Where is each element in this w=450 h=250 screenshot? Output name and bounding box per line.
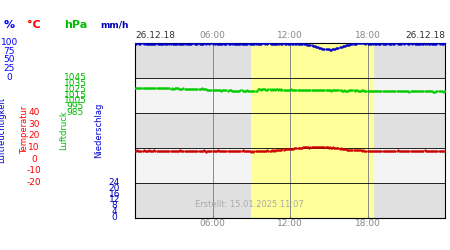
Text: 0: 0 [112, 213, 117, 222]
Text: Niederschlag: Niederschlag [94, 102, 104, 158]
Text: 0: 0 [31, 155, 37, 164]
Text: 1015: 1015 [64, 90, 87, 100]
Text: 06:00: 06:00 [199, 31, 225, 40]
Text: -10: -10 [27, 166, 41, 175]
Text: Luftdruck: Luftdruck [59, 110, 68, 150]
Text: 8: 8 [112, 201, 117, 210]
Text: 1025: 1025 [64, 85, 87, 94]
Text: 26.12.18: 26.12.18 [135, 31, 175, 40]
Text: -20: -20 [27, 178, 41, 187]
Bar [251, 42, 374, 218]
Text: Erstellt: 15.01.2025 11:07: Erstellt: 15.01.2025 11:07 [195, 200, 304, 209]
Text: Temperatur: Temperatur [20, 106, 29, 154]
Bar [135, 182, 445, 218]
Bar [135, 112, 445, 148]
Text: 100: 100 [0, 38, 18, 47]
Text: 25: 25 [4, 64, 15, 73]
Text: 1035: 1035 [64, 79, 87, 88]
Text: %: % [4, 20, 15, 30]
Text: Luftfeuchtigkeit: Luftfeuchtigkeit [0, 97, 6, 163]
Text: 50: 50 [3, 56, 15, 64]
Text: 12:00: 12:00 [277, 31, 303, 40]
Text: 10: 10 [28, 143, 40, 152]
Text: 995: 995 [67, 102, 84, 111]
Text: 40: 40 [28, 108, 40, 117]
Text: 0: 0 [6, 73, 12, 82]
Text: 75: 75 [3, 47, 15, 56]
Text: 1045: 1045 [64, 73, 87, 82]
Text: 20: 20 [109, 184, 120, 193]
Text: hPa: hPa [64, 20, 87, 30]
Text: 12: 12 [109, 196, 120, 204]
Text: 985: 985 [67, 108, 84, 117]
Bar [135, 148, 445, 182]
Text: 1005: 1005 [64, 96, 87, 105]
Bar [135, 78, 445, 112]
Text: 18:00: 18:00 [355, 31, 380, 40]
Text: 4: 4 [112, 207, 117, 216]
Text: 26.12.18: 26.12.18 [405, 31, 445, 40]
Text: 24: 24 [109, 178, 120, 187]
Text: 20: 20 [28, 131, 40, 140]
Text: °C: °C [27, 20, 40, 30]
Text: mm/h: mm/h [100, 20, 129, 30]
Bar [135, 42, 445, 78]
Text: 16: 16 [108, 190, 120, 199]
Text: 30: 30 [28, 120, 40, 129]
